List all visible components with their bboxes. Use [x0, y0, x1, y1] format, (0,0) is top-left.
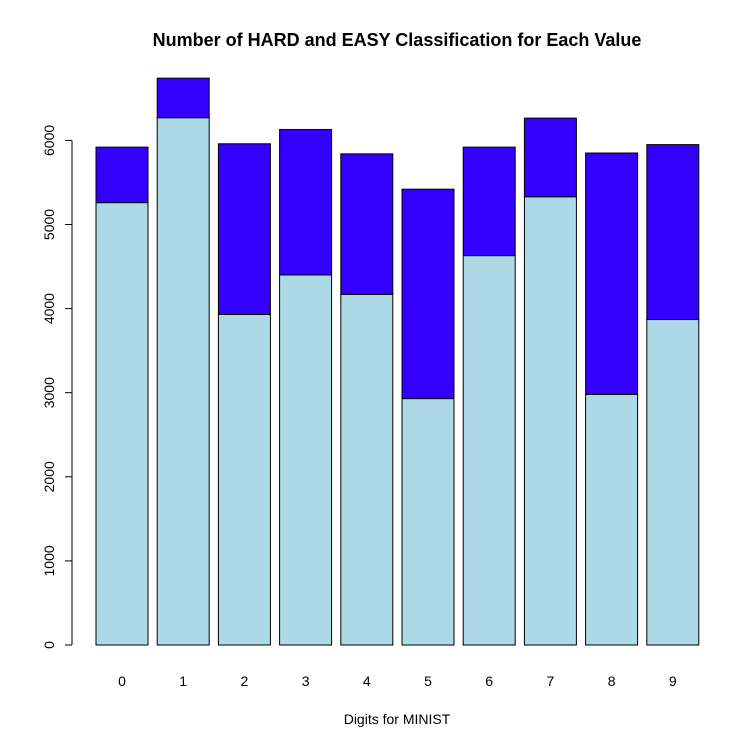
- y-tick-label-6000: 6000: [41, 125, 57, 156]
- y-tick-label-2000: 2000: [41, 461, 57, 492]
- bar-digit-5-segment-1: [401, 398, 455, 646]
- x-tick-label-6: 6: [485, 673, 493, 689]
- x-tick-label-3: 3: [302, 673, 310, 689]
- x-tick-label-0: 0: [118, 673, 126, 689]
- bar-digit-2-segment-2: [217, 143, 271, 315]
- bar-digit-3-segment-2: [279, 128, 333, 276]
- bar-digit-3-segment-1: [279, 274, 333, 646]
- y-tick-label-0: 0: [41, 641, 57, 649]
- y-tick-label-3000: 3000: [41, 377, 57, 408]
- x-tick-label-2: 2: [241, 673, 249, 689]
- bar-digit-4-segment-2: [340, 153, 394, 295]
- x-tick-label-4: 4: [363, 673, 371, 689]
- y-axis: 0 1000 2000 3000 4000 5000 6000: [41, 125, 73, 649]
- bar-digit-9-segment-2: [646, 144, 700, 321]
- x-tick-label-7: 7: [547, 673, 555, 689]
- bar-digit-8-segment-1: [585, 393, 639, 646]
- x-axis-label: Digits for MINIST: [344, 711, 451, 727]
- bar-digit-6-segment-2: [462, 146, 516, 257]
- y-tick-label-4000: 4000: [41, 293, 57, 324]
- bar-digit-0-segment-2: [95, 146, 149, 204]
- bar-digit-8-segment-2: [585, 152, 639, 395]
- x-tick-label-8: 8: [608, 673, 616, 689]
- x-tick-labels: 0 1 2 3 4 5 6 7 8 9: [118, 673, 677, 689]
- bar-digit-9-segment-1: [646, 319, 700, 646]
- x-tick-label-9: 9: [669, 673, 677, 689]
- bar-digit-5-segment-2: [401, 188, 455, 400]
- x-tick-label-1: 1: [179, 673, 187, 689]
- y-tick-label-1000: 1000: [41, 545, 57, 576]
- bar-digit-6-segment-1: [462, 255, 516, 646]
- y-tick-label-5000: 5000: [41, 209, 57, 240]
- x-tick-label-5: 5: [424, 673, 432, 689]
- bar-digit-7-segment-1: [523, 196, 577, 646]
- bar-digit-1-segment-2: [156, 77, 210, 119]
- bar-digit-0-segment-1: [95, 202, 149, 646]
- bar-digit-1-segment-1: [156, 117, 210, 646]
- bar-digit-7-segment-2: [523, 117, 577, 198]
- bar-digit-2-segment-1: [217, 313, 271, 646]
- chart-title: Number of HARD and EASY Classification f…: [153, 30, 642, 50]
- bar-digit-4-segment-1: [340, 293, 394, 646]
- bars-group: [95, 77, 700, 646]
